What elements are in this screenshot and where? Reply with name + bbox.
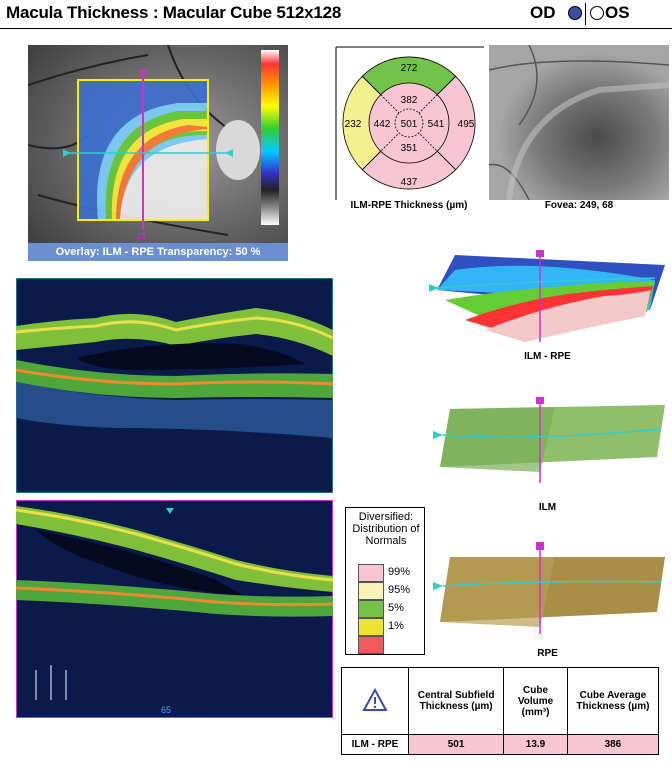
warning-icon bbox=[362, 687, 388, 711]
title-divider bbox=[0, 28, 672, 29]
etdrs-outer-superior: 272 bbox=[401, 63, 418, 74]
thickness-summary-table: Central Subfield Thickness (µm) Cube Vol… bbox=[341, 667, 660, 755]
warning-cell bbox=[341, 667, 409, 735]
etdrs-inner-temporal: 442 bbox=[374, 119, 391, 130]
os-label: OS bbox=[605, 3, 630, 22]
etdrs-inner-inferior: 351 bbox=[401, 143, 418, 154]
eye-separator bbox=[585, 3, 586, 25]
normals-legend: Diversified: Distribution of Normals 99%… bbox=[345, 507, 425, 655]
scan-marker-label: 28 bbox=[136, 231, 146, 241]
legend-swatch-5 bbox=[358, 600, 384, 618]
page-title: Macula Thickness : Macular Cube 512x128 bbox=[6, 3, 342, 22]
fundus-svg: 28 bbox=[28, 45, 288, 243]
legend-label-5: 5% bbox=[388, 602, 404, 614]
etdrs-central: 501 bbox=[401, 119, 418, 130]
surface-ilm[interactable] bbox=[425, 397, 670, 485]
legend-label-99: 99% bbox=[388, 566, 411, 578]
bscan-horizontal[interactable] bbox=[15, 277, 334, 494]
etdrs-caption: ILM-RPE Thickness (µm) bbox=[350, 200, 468, 211]
surface-rpe-caption: RPE bbox=[537, 648, 558, 659]
fovea-caption: Fovea: 249, 68 bbox=[544, 200, 614, 211]
legend-swatch-95 bbox=[358, 582, 384, 600]
header-cube-average: Cube Average Thickness (µm) bbox=[566, 667, 660, 735]
bscan-vertical[interactable]: 65 bbox=[15, 499, 334, 719]
header-cube-volume: Cube Volume (mm³) bbox=[503, 667, 568, 735]
os-radio[interactable] bbox=[590, 6, 604, 20]
value-central-subfield: 501 bbox=[407, 734, 505, 755]
value-cube-average: 386 bbox=[566, 734, 660, 755]
legend-swatch-0 bbox=[358, 636, 384, 654]
etdrs-thickness-map: 272 232 495 437 382 442 541 351 501 bbox=[334, 45, 484, 200]
etdrs-inner-superior: 382 bbox=[401, 95, 418, 106]
bscan2-frame-label: 65 bbox=[161, 705, 171, 715]
etdrs-outer-temporal: 232 bbox=[345, 119, 362, 130]
overlay-caption: Overlay: ILM - RPE Transparency: 50 % bbox=[28, 243, 288, 261]
value-cube-volume: 13.9 bbox=[503, 734, 568, 755]
surface-rpe[interactable] bbox=[425, 542, 670, 637]
od-label: OD bbox=[530, 3, 556, 22]
legend-swatch-99 bbox=[358, 564, 384, 582]
legend-label-1: 1% bbox=[388, 620, 404, 632]
fundus-overlay-image[interactable]: 28 bbox=[28, 45, 288, 243]
od-radio[interactable] bbox=[568, 6, 582, 20]
etdrs-outer-nasal: 495 bbox=[458, 119, 475, 130]
surface-ilm-rpe[interactable] bbox=[425, 250, 670, 345]
legend-label-95: 95% bbox=[388, 584, 411, 596]
surface-ilm-caption: ILM bbox=[538, 502, 557, 513]
header-central-subfield: Central Subfield Thickness (µm) bbox=[407, 667, 505, 735]
legend-swatch-1 bbox=[358, 618, 384, 636]
etdrs-inner-nasal: 541 bbox=[428, 119, 445, 130]
legend-title: Diversified: Distribution of Normals bbox=[352, 511, 420, 547]
surface-ilm-rpe-caption: ILM - RPE bbox=[524, 351, 571, 362]
row-label: ILM - RPE bbox=[341, 734, 409, 755]
etdrs-outer-inferior: 437 bbox=[401, 177, 418, 188]
fovea-image[interactable] bbox=[488, 44, 670, 201]
